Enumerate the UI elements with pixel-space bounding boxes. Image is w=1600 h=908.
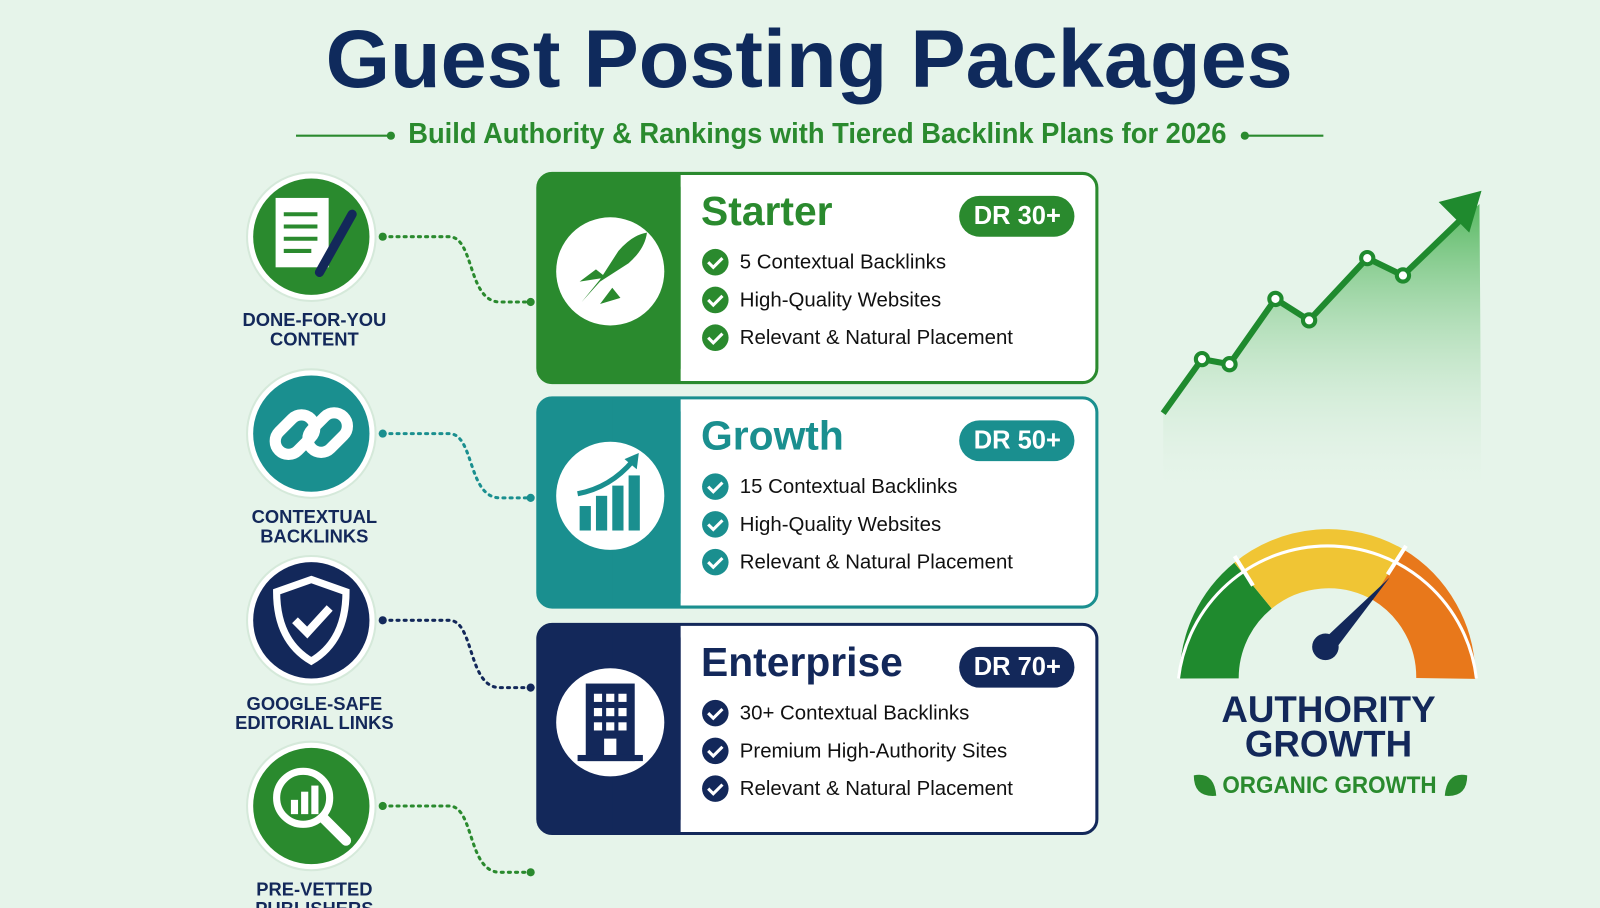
gauge-divider <box>1232 554 1255 587</box>
package-badge-text: DR 30+ <box>974 202 1061 230</box>
leaf <box>1444 774 1468 796</box>
check-icon <box>702 248 729 276</box>
feature-icon <box>269 407 354 460</box>
connector-dot <box>526 683 535 692</box>
feature-icon <box>273 767 352 846</box>
check-icon <box>702 511 729 538</box>
connector-dot <box>378 232 387 241</box>
package-name: Growth <box>701 412 844 458</box>
package-name: Enterprise <box>701 639 903 685</box>
check-mark <box>707 519 724 532</box>
connector <box>381 804 533 874</box>
connector-dot <box>378 801 387 811</box>
connector <box>381 618 533 690</box>
package-badge <box>959 420 1075 462</box>
connector-dot <box>526 868 535 877</box>
feature-icon <box>275 197 357 277</box>
connector-dot <box>378 616 387 625</box>
check-mark <box>707 556 724 570</box>
package-item: High-Quality Websites <box>740 514 941 536</box>
feature-label: CONTEXTUAL <box>252 506 377 527</box>
package-item: 30+ Contextual Backlinks <box>740 703 970 725</box>
check-mark <box>707 332 724 345</box>
package-item: 5 Contextual Backlinks <box>740 252 946 274</box>
connector-dot <box>378 429 387 438</box>
connector <box>381 235 533 304</box>
package-item: Relevant & Natural Placement <box>740 778 1013 800</box>
leaf <box>1193 774 1217 796</box>
feature-label: PUBLISHERS <box>255 898 373 908</box>
gauge-rim <box>1176 544 1478 679</box>
feature-label: CONTENT <box>270 329 360 350</box>
check-icon <box>702 473 729 500</box>
package-item: Relevant & Natural Placement <box>740 327 1013 349</box>
check-mark <box>707 257 724 270</box>
rule-dot <box>1240 131 1249 140</box>
check-icon <box>702 548 729 576</box>
package-item: Premium High-Authority Sites <box>740 740 1007 762</box>
connector <box>381 432 533 500</box>
feature-label: DONE-FOR-YOU <box>242 309 386 330</box>
package-name: Starter <box>701 188 833 234</box>
check-icon <box>702 737 729 765</box>
gauge-hub <box>1312 633 1339 661</box>
gauge-caption: ORGANIC GROWTH <box>1222 772 1436 799</box>
check-icon <box>702 286 729 314</box>
package-item: 15 Contextual Backlinks <box>740 476 958 498</box>
check-mark <box>707 707 724 721</box>
growth-arrow <box>1438 190 1482 233</box>
subtitle: Build Authority & Rankings with Tiered B… <box>408 118 1226 150</box>
feature-label: PRE-VETTED <box>256 878 372 899</box>
check-icon <box>702 699 729 727</box>
package-icon <box>577 452 640 531</box>
feature-label: GOOGLE-SAFE <box>247 693 383 714</box>
package-icon-circle <box>556 441 665 550</box>
gauge-divider <box>1385 544 1408 576</box>
check-mark <box>707 294 724 308</box>
check-icon <box>702 775 729 802</box>
check-mark <box>707 783 724 796</box>
package-badge <box>959 646 1075 688</box>
check-mark <box>707 745 724 759</box>
connector-dot <box>526 297 535 307</box>
package-badge-text: DR 50+ <box>974 426 1061 454</box>
feature-label: EDITORIAL LINKS <box>235 712 393 733</box>
gauge <box>1179 529 1476 680</box>
gauge-title: GROWTH <box>1245 724 1412 765</box>
feature-icon <box>273 575 350 666</box>
check-mark <box>707 481 724 494</box>
package-icon <box>579 232 647 305</box>
package-icon <box>577 683 643 762</box>
package-item: Relevant & Natural Placement <box>740 552 1013 574</box>
gauge-needle <box>1322 577 1390 653</box>
gauge-title: AUTHORITY <box>1221 689 1435 730</box>
package-item: High-Quality Websites <box>740 289 941 311</box>
feature-label: BACKLINKS <box>260 526 368 547</box>
growth-points <box>1193 249 1412 373</box>
package-badge-text: DR 70+ <box>974 653 1061 681</box>
connector-dot <box>526 493 535 502</box>
package-badge <box>959 195 1075 237</box>
rule-dot <box>386 131 395 140</box>
check-icon <box>702 324 729 351</box>
title: Guest Posting Packages <box>326 14 1293 105</box>
